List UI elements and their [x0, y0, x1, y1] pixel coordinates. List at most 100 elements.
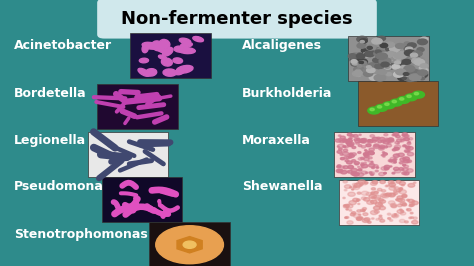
- Circle shape: [396, 154, 399, 155]
- Circle shape: [410, 202, 415, 205]
- Circle shape: [403, 160, 410, 163]
- Circle shape: [394, 192, 398, 194]
- Circle shape: [417, 57, 424, 61]
- Circle shape: [382, 190, 386, 192]
- Circle shape: [380, 41, 384, 44]
- Circle shape: [386, 61, 391, 64]
- Circle shape: [401, 210, 403, 212]
- Circle shape: [351, 168, 357, 172]
- Circle shape: [415, 71, 428, 78]
- Circle shape: [407, 209, 411, 211]
- Circle shape: [362, 182, 367, 185]
- Circle shape: [374, 206, 380, 210]
- Circle shape: [385, 193, 392, 196]
- Ellipse shape: [181, 43, 192, 47]
- Circle shape: [378, 36, 385, 41]
- Circle shape: [388, 218, 391, 219]
- Circle shape: [345, 160, 348, 162]
- Circle shape: [359, 61, 364, 64]
- Circle shape: [381, 155, 383, 156]
- Circle shape: [404, 66, 415, 72]
- Circle shape: [377, 137, 380, 139]
- Circle shape: [360, 139, 366, 142]
- Circle shape: [409, 217, 411, 219]
- FancyBboxPatch shape: [97, 0, 377, 39]
- Circle shape: [395, 61, 405, 67]
- Circle shape: [402, 133, 407, 136]
- Circle shape: [400, 198, 403, 201]
- Circle shape: [364, 198, 370, 201]
- Circle shape: [392, 215, 395, 217]
- Circle shape: [354, 70, 362, 75]
- Circle shape: [355, 163, 358, 165]
- Circle shape: [356, 200, 358, 201]
- Circle shape: [377, 188, 382, 191]
- Circle shape: [402, 195, 407, 198]
- Circle shape: [398, 198, 405, 202]
- Circle shape: [402, 169, 404, 170]
- Circle shape: [365, 151, 369, 153]
- Circle shape: [390, 46, 400, 52]
- Circle shape: [408, 184, 415, 187]
- Circle shape: [397, 143, 399, 144]
- Circle shape: [391, 205, 397, 208]
- Circle shape: [397, 210, 404, 213]
- Circle shape: [397, 196, 403, 199]
- Circle shape: [361, 146, 366, 148]
- Circle shape: [399, 162, 403, 164]
- Circle shape: [365, 51, 374, 57]
- Circle shape: [353, 173, 359, 176]
- Circle shape: [413, 75, 418, 77]
- Circle shape: [396, 198, 402, 202]
- Circle shape: [384, 168, 388, 170]
- Circle shape: [404, 165, 409, 168]
- Circle shape: [391, 182, 393, 183]
- Circle shape: [374, 50, 386, 57]
- Circle shape: [395, 169, 401, 173]
- Circle shape: [364, 162, 366, 164]
- Circle shape: [344, 146, 346, 147]
- Circle shape: [403, 157, 410, 161]
- Circle shape: [341, 170, 347, 174]
- Circle shape: [406, 151, 408, 152]
- Circle shape: [420, 37, 428, 41]
- Circle shape: [392, 149, 396, 151]
- Circle shape: [356, 142, 359, 144]
- Circle shape: [405, 47, 413, 51]
- Circle shape: [393, 190, 397, 192]
- Circle shape: [375, 40, 382, 44]
- Circle shape: [368, 164, 375, 167]
- Circle shape: [346, 217, 349, 218]
- Circle shape: [343, 146, 346, 147]
- Circle shape: [393, 53, 405, 59]
- Circle shape: [403, 164, 406, 166]
- Circle shape: [354, 183, 361, 187]
- Circle shape: [375, 50, 381, 53]
- Circle shape: [374, 144, 379, 147]
- Circle shape: [390, 99, 402, 106]
- Circle shape: [375, 76, 382, 79]
- Circle shape: [373, 58, 380, 62]
- Circle shape: [399, 182, 405, 185]
- Circle shape: [380, 219, 385, 222]
- Circle shape: [364, 157, 369, 161]
- Circle shape: [337, 146, 339, 147]
- Circle shape: [358, 203, 360, 205]
- Circle shape: [375, 105, 388, 111]
- Circle shape: [338, 139, 343, 141]
- Circle shape: [407, 95, 411, 98]
- Circle shape: [395, 52, 407, 59]
- Circle shape: [371, 161, 373, 162]
- Circle shape: [338, 135, 341, 136]
- Circle shape: [352, 160, 356, 162]
- Circle shape: [347, 170, 353, 173]
- Circle shape: [337, 165, 341, 167]
- Circle shape: [401, 137, 405, 139]
- Circle shape: [418, 39, 428, 45]
- Circle shape: [370, 135, 374, 137]
- Circle shape: [352, 189, 354, 190]
- Circle shape: [400, 212, 406, 215]
- Circle shape: [379, 217, 383, 219]
- Circle shape: [409, 69, 420, 76]
- Circle shape: [361, 197, 366, 200]
